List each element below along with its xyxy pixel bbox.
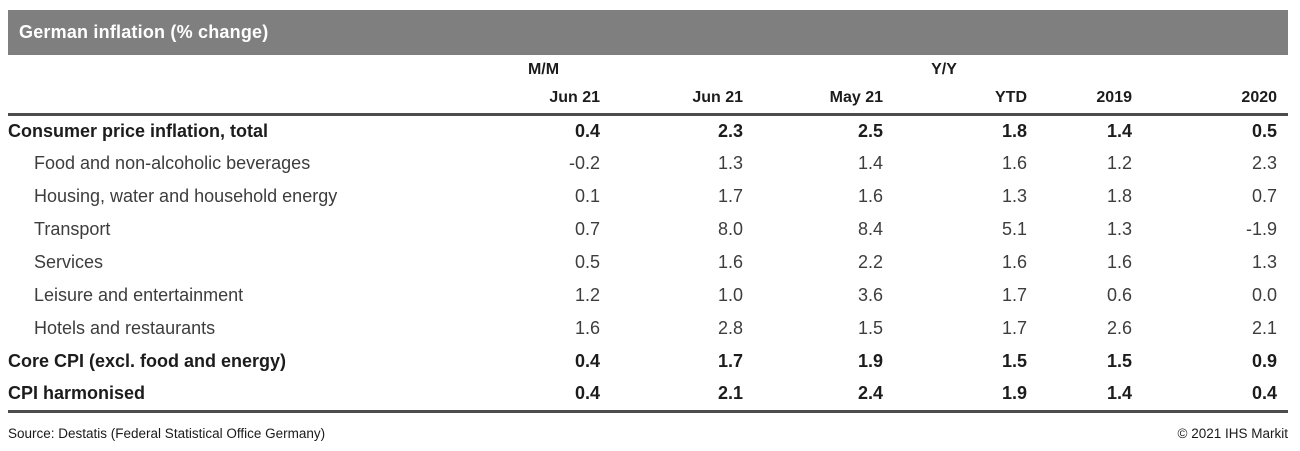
value-cell: 0.7 <box>574 219 600 239</box>
row-label: Consumer price inflation, total <box>8 120 269 141</box>
row-label: Hotels and restaurants <box>34 318 216 338</box>
value-cell: 1.4 <box>857 153 883 173</box>
value-cell: 1.6 <box>1001 252 1027 272</box>
value-cell: 0.6 <box>1106 285 1132 305</box>
value-cell: 8.4 <box>857 219 883 239</box>
value-cell: 1.8 <box>1001 120 1027 141</box>
column-header-ytd: YTD <box>883 84 1027 116</box>
value-cell: 1.5 <box>857 318 883 338</box>
table-row-cpi-harmonised: CPI harmonised 0.4 2.1 2.4 1.9 1.4 0.4 <box>8 378 1288 411</box>
value-cell: 1.5 <box>1106 351 1132 371</box>
column-header-2019: 2019 <box>1027 84 1132 116</box>
table-row-services: Services 0.5 1.6 2.2 1.6 1.6 1.3 <box>8 246 1288 279</box>
value-cell: -1.9 <box>1245 219 1278 239</box>
table-row-transport: Transport 0.7 8.0 8.4 5.1 1.3 -1.9 <box>8 213 1288 246</box>
value-cell: 0.9 <box>1251 351 1278 371</box>
value-cell: 1.3 <box>717 153 743 173</box>
row-label: Transport <box>34 219 111 239</box>
value-cell: 1.2 <box>1106 153 1132 173</box>
value-cell: 0.4 <box>574 351 600 371</box>
column-header-may21: May 21 <box>743 84 883 116</box>
value-cell: 2.3 <box>1251 153 1278 173</box>
value-cell: 0.4 <box>574 383 600 404</box>
value-cell: 1.7 <box>1001 318 1027 338</box>
value-cell: 3.6 <box>857 285 883 305</box>
row-label: Food and non-alcoholic beverages <box>34 153 311 173</box>
column-header-jun21-yy: Jun 21 <box>600 84 743 116</box>
value-cell: 1.4 <box>1106 120 1132 141</box>
value-cell: 2.6 <box>1106 318 1132 338</box>
value-cell: 1.7 <box>717 351 743 371</box>
table-row-hotels: Hotels and restaurants 1.6 2.8 1.5 1.7 2… <box>8 312 1288 345</box>
row-label: Services <box>34 252 104 272</box>
value-cell: 2.5 <box>857 120 883 141</box>
value-cell: 1.4 <box>1106 383 1132 404</box>
value-cell: 0.5 <box>1251 120 1278 141</box>
value-cell: 1.6 <box>574 318 600 338</box>
value-cell: 1.9 <box>1001 383 1027 404</box>
value-cell: 1.3 <box>1001 186 1027 206</box>
value-cell: 1.5 <box>1001 351 1027 371</box>
value-cell: 1.2 <box>574 285 600 305</box>
table-row-core-cpi: Core CPI (excl. food and energy) 0.4 1.7… <box>8 345 1288 378</box>
row-label: CPI harmonised <box>8 383 146 404</box>
value-cell: 0.7 <box>1251 186 1278 206</box>
value-cell: 1.6 <box>857 186 883 206</box>
group-header-spacer <box>8 55 457 84</box>
value-cell: 0.4 <box>1251 383 1278 404</box>
value-cell: 0.1 <box>574 186 600 206</box>
figure-title: German inflation (% change) <box>19 22 269 42</box>
value-cell: 2.1 <box>1251 318 1278 338</box>
value-cell: -0.2 <box>568 153 600 173</box>
row-label: Leisure and entertainment <box>34 285 244 305</box>
value-cell: 2.1 <box>717 383 743 404</box>
table-container: M/M Y/Y Jun 21 Jun 21 May 21 YTD 2019 20… <box>8 55 1289 413</box>
value-cell: 1.8 <box>1106 186 1132 206</box>
value-cell: 1.7 <box>717 186 743 206</box>
value-cell: 1.3 <box>1106 219 1132 239</box>
copyright-note: © 2021 IHS Markit <box>1177 426 1289 441</box>
value-cell: 1.3 <box>1251 252 1278 272</box>
value-cell: 2.3 <box>717 120 743 141</box>
column-header-jun21-mm: Jun 21 <box>457 84 600 116</box>
value-cell: 1.6 <box>1001 153 1027 173</box>
value-cell: 0.5 <box>574 252 600 272</box>
source-note: Source: Destatis (Federal Statistical Of… <box>8 426 326 441</box>
row-label: Housing, water and household energy <box>34 186 338 206</box>
value-cell: 2.4 <box>857 383 883 404</box>
value-cell: 1.9 <box>857 351 883 371</box>
group-header-yy: Y/Y <box>931 60 957 78</box>
value-cell: 1.6 <box>1106 252 1132 272</box>
column-header-2020: 2020 <box>1132 84 1289 116</box>
value-cell: 8.0 <box>717 219 743 239</box>
title-bar: German inflation (% change) <box>8 10 1288 55</box>
table-row-cpi-total: Consumer price inflation, total 0.4 2.3 … <box>8 114 1288 147</box>
value-cell: 0.0 <box>1251 285 1278 305</box>
value-cell: 1.7 <box>1001 285 1027 305</box>
inflation-table: M/M Y/Y Jun 21 Jun 21 May 21 YTD 2019 20… <box>8 55 1289 413</box>
value-cell: 1.6 <box>717 252 743 272</box>
value-cell: 2.2 <box>857 252 883 272</box>
row-label: Core CPI (excl. food and energy) <box>8 351 287 371</box>
value-cell: 2.8 <box>717 318 743 338</box>
value-cell: 0.4 <box>574 120 600 141</box>
group-header-row: M/M Y/Y <box>8 55 1288 84</box>
value-cell: 1.0 <box>717 285 743 305</box>
column-header-spacer <box>8 84 457 116</box>
footer: Source: Destatis (Federal Statistical Of… <box>8 426 1288 441</box>
column-header-row: Jun 21 Jun 21 May 21 YTD 2019 2020 <box>8 84 1289 116</box>
table-row-housing: Housing, water and household energy 0.1 … <box>8 180 1288 213</box>
table-row-leisure: Leisure and entertainment 1.2 1.0 3.6 1.… <box>8 279 1288 312</box>
value-cell: 5.1 <box>1001 219 1027 239</box>
group-header-mm: M/M <box>527 60 560 78</box>
table-row-food: Food and non-alcoholic beverages -0.2 1.… <box>8 147 1288 180</box>
